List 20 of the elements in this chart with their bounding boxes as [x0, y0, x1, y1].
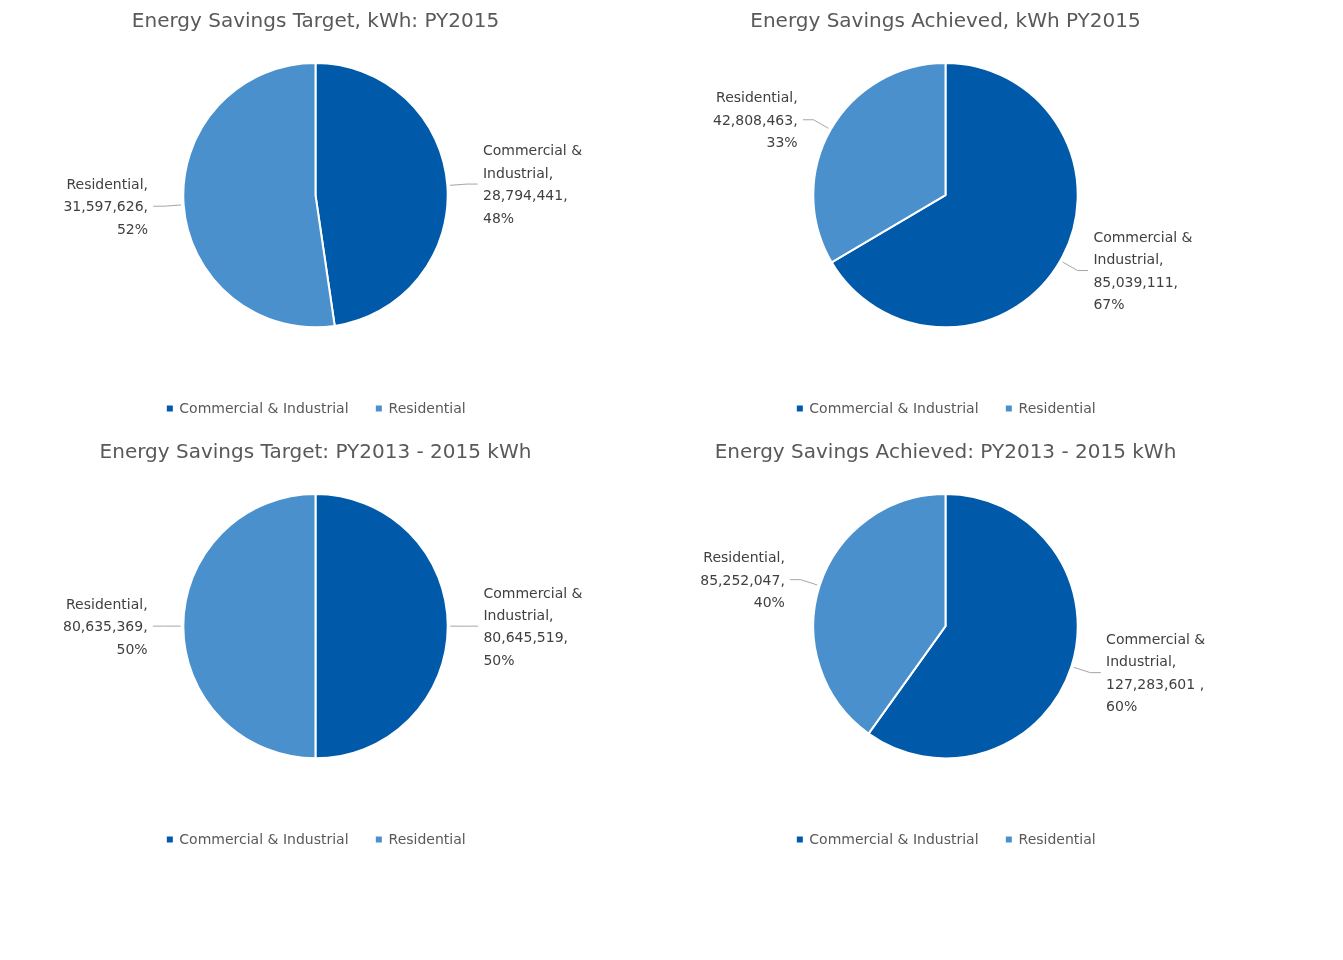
chart-title: Energy Savings Target, kWh: PY2015: [131, 7, 500, 32]
data-label: Commercial & Industrial, 28,794,441, 48%: [482, 142, 583, 226]
legend-label: Commercial & Industrial: [179, 831, 349, 847]
legend-label: Residential: [388, 400, 466, 416]
data-label: Residential, 80,635,369, 50%: [62, 595, 148, 657]
data-label: Commercial & Industrial, 85,039,111, 67%: [1093, 228, 1193, 313]
legend-label: Residential: [1018, 831, 1096, 847]
legend-label: Commercial & Industrial: [179, 400, 349, 416]
chart-title: Energy Savings Achieved, kWh PY2015: [750, 7, 1141, 32]
data-label: Residential, 85,252,047, 40%: [700, 549, 785, 611]
chart-title: Energy Savings Achieved: PY2013 - 2015 kWh: [714, 438, 1177, 463]
chart-title: Energy Savings Target: PY2013 - 2015 kWh: [99, 438, 532, 463]
legend-label: Residential: [388, 831, 466, 847]
data-label: Residential, 31,597,626, 52%: [63, 175, 149, 237]
legend-label: Commercial & Industrial: [809, 831, 979, 847]
data-label: Commercial & Industrial, 127,283,601 , 60%: [1106, 631, 1206, 715]
legend-label: Residential: [1018, 400, 1096, 416]
data-label: Residential, 42,808,463, 33%: [713, 89, 798, 151]
legend-label: Commercial & Industrial: [809, 400, 979, 416]
data-label: Commercial & Industrial, 80,645,519, 50%: [483, 584, 583, 668]
